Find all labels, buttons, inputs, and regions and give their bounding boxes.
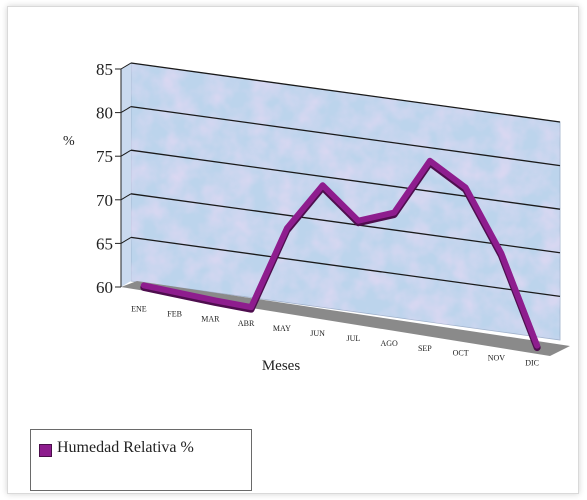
data-point xyxy=(391,209,397,216)
gridline-connector xyxy=(120,106,132,114)
data-point xyxy=(141,282,147,289)
x-tick-label: FEB xyxy=(167,309,182,318)
data-point xyxy=(534,342,540,349)
gridline xyxy=(130,193,561,254)
data-point xyxy=(427,158,433,164)
x-tick-label: ABR xyxy=(238,319,255,328)
chart-frame: 60 65 70 75 80 85 ENE FEB MAR ABR MAY JUN JUL AGO SEP… xyxy=(7,6,579,494)
legend-label: Humedad Relativa % xyxy=(57,439,194,456)
series-line-humedad-relativa xyxy=(140,157,541,349)
y-tick-label: 75 xyxy=(96,147,113,166)
x-tick-label: ENE xyxy=(131,304,147,313)
gridline xyxy=(130,105,561,167)
gridline-connector xyxy=(120,236,132,244)
gridline xyxy=(130,62,561,123)
gridline-connector xyxy=(120,62,132,70)
gridline-connector xyxy=(120,193,132,201)
data-point xyxy=(177,290,183,296)
x-tick-label: JUL xyxy=(346,334,360,343)
chart-floor xyxy=(121,281,570,356)
y-tick-label: 85 xyxy=(96,60,113,79)
y-tick-label: 80 xyxy=(96,104,113,123)
x-tick-label: DIC xyxy=(525,359,539,368)
data-point xyxy=(498,250,504,257)
data-point xyxy=(463,184,469,191)
y-tick-label: 65 xyxy=(96,234,113,253)
y-tick-label: 60 xyxy=(96,278,113,297)
x-tick-label: MAY xyxy=(273,324,291,333)
data-point xyxy=(284,225,290,231)
gridline-connector xyxy=(120,149,132,157)
data-point xyxy=(320,182,326,188)
line-chart: 60 65 70 75 80 85 ENE FEB MAR ABR MAY JUN JUL AGO SEP… xyxy=(63,60,570,374)
legend: Humedad Relativa % xyxy=(30,429,252,491)
legend-swatch xyxy=(39,444,52,457)
chart-back-wall-texture xyxy=(131,63,560,340)
x-tick-label: OCT xyxy=(453,349,469,358)
x-tick-label: SEP xyxy=(418,344,432,353)
gridline xyxy=(130,149,561,210)
gridline xyxy=(130,236,561,298)
x-tick-label: JUN xyxy=(310,329,325,338)
data-point xyxy=(212,297,218,304)
y-axis-label: % xyxy=(63,134,75,149)
data-point xyxy=(355,218,361,224)
x-tick-label: NOV xyxy=(488,354,506,363)
x-tick-label: AGO xyxy=(380,339,398,348)
x-tick-label: MAR xyxy=(201,314,220,323)
x-axis-label: Meses xyxy=(262,358,300,374)
chart-side-wall xyxy=(121,63,131,287)
y-tick-label: 70 xyxy=(96,191,113,210)
data-point xyxy=(248,304,254,310)
